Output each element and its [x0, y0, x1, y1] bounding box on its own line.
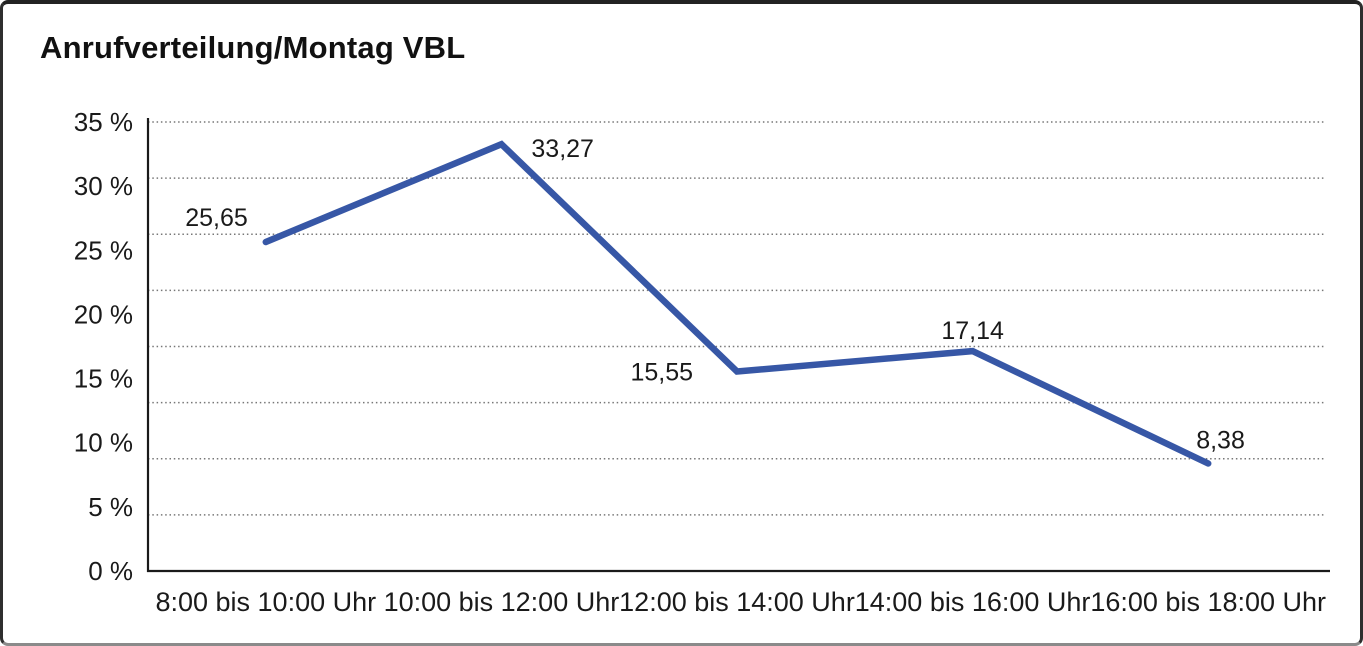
y-tick-label: 5 %	[88, 492, 133, 522]
y-tick-label: 15 %	[74, 364, 133, 394]
chart-title: Anrufverteilung/Montag VBL	[40, 30, 466, 65]
data-point-label: 17,14	[941, 317, 1004, 345]
y-tick-label: 0 %	[88, 556, 133, 586]
x-category-label: 10:00 bis 12:00 Uhr	[384, 587, 620, 617]
data-line	[262, 140, 1212, 467]
x-category-label: 12:00 bis 14:00 Uhr	[619, 587, 855, 617]
data-point-label: 33,27	[531, 135, 594, 163]
x-category-label: 16:00 bis 18:00 Uhr	[1090, 587, 1326, 617]
data-point-label: 8,38	[1196, 426, 1245, 454]
line-chart: 35 % 30 % 25 % 20 % 15 % 10 % 5 % 0 % 8:00 bis 1…	[74, 107, 1330, 617]
data-point-label: 15,55	[630, 359, 693, 387]
x-category-label: 8:00 bis 10:00 Uhr	[155, 587, 376, 617]
y-tick-label: 25 %	[74, 235, 133, 265]
y-tick-label: 35 %	[74, 107, 133, 137]
y-tick-label: 30 %	[74, 171, 133, 201]
y-tick-label: 20 %	[74, 299, 133, 329]
y-tick-label: 10 %	[74, 428, 133, 458]
x-category-label: 14:00 bis 16:00 Uhr	[855, 587, 1091, 617]
data-point-label: 25,65	[185, 204, 248, 232]
